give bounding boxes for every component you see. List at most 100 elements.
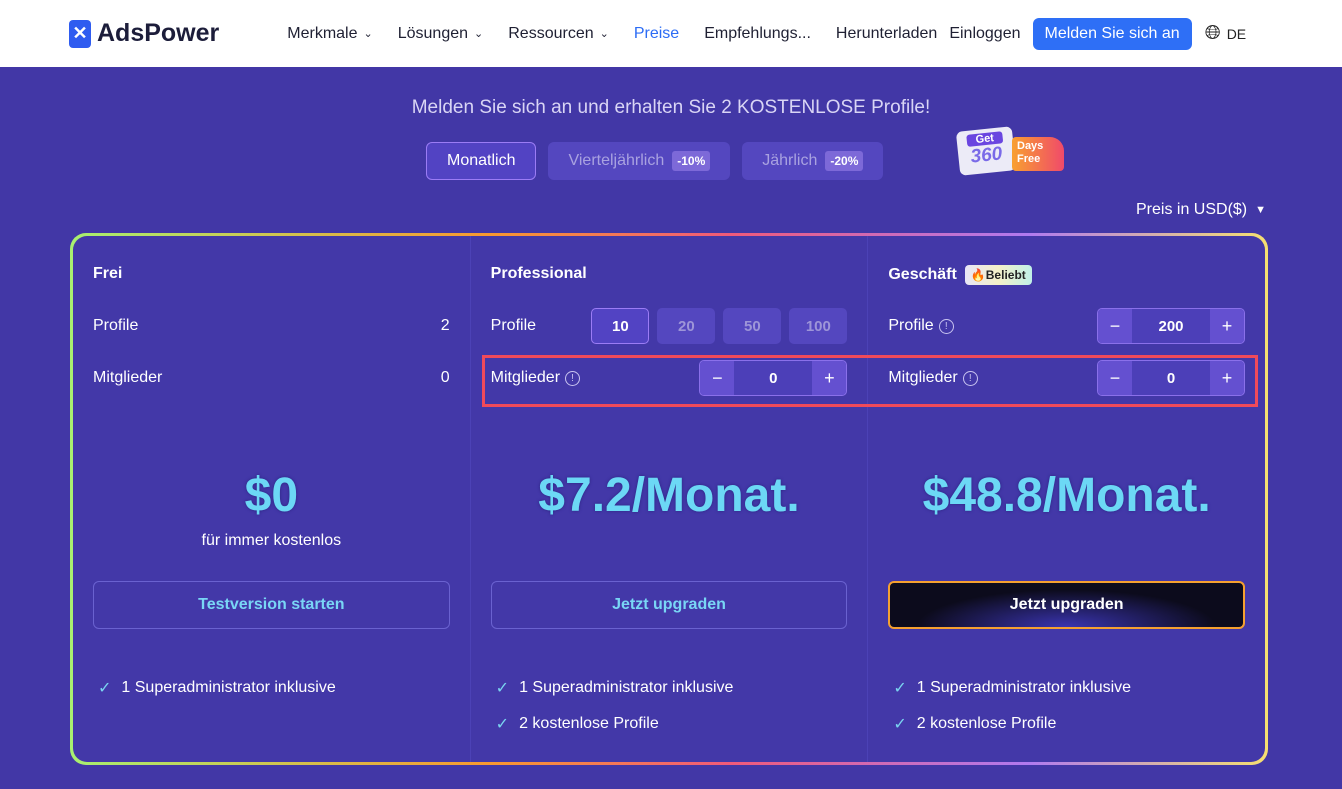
discount-badge: -20% xyxy=(825,151,864,171)
feature-text: 1 Superadministrator inklusive xyxy=(121,679,336,696)
tab-monatlich[interactable]: Monatlich xyxy=(426,142,537,180)
top-nav: ✕ AdsPower Merkmale ⌄ Lösungen ⌄ Ressourcen… xyxy=(0,0,1342,67)
promo-text: 360 xyxy=(969,143,1004,168)
members-input[interactable]: 0 xyxy=(1166,369,1176,387)
profile-option-100[interactable]: 100 xyxy=(789,308,848,344)
feature-text: 1 Superadministrator inklusive xyxy=(519,679,734,696)
feature-text: 2 kostenlose Profile xyxy=(916,715,1057,732)
brand-name: AdsPower xyxy=(97,19,220,47)
feature-item: ✓ 1 Superadministrator inklusive xyxy=(98,678,336,698)
check-icon: ✓ xyxy=(893,716,907,733)
minus-button[interactable]: − xyxy=(1098,361,1133,395)
plan-price: $48.8/Monat. xyxy=(922,469,1211,522)
chevron-down-icon: ⌄ xyxy=(363,28,373,40)
nav-label: Merkmale xyxy=(287,24,358,42)
lang-code: DE xyxy=(1226,25,1247,42)
plus-button[interactable]: + xyxy=(1210,309,1245,343)
check-icon: ✓ xyxy=(98,680,112,697)
plan-title: Geschäft 🔥Beliebt xyxy=(888,265,1032,285)
profile-option-20[interactable]: 20 xyxy=(657,308,716,344)
promo-flag: Days Free xyxy=(1012,137,1064,171)
plus-button[interactable]: + xyxy=(1210,361,1245,395)
badge-text: Beliebt xyxy=(985,268,1026,282)
nav-empfehlungs[interactable]: Empfehlungs... xyxy=(704,24,811,42)
tab-vierteljahrlich[interactable]: Vierteljährlich -10% xyxy=(548,142,731,180)
tab-label: Monatlich xyxy=(447,152,516,169)
members-stepper: − 0 + xyxy=(699,360,848,396)
plan-price: $7.2/Monat. xyxy=(538,469,800,522)
chevron-down-icon: ⌄ xyxy=(599,28,609,40)
minus-button[interactable]: − xyxy=(700,361,735,395)
profile-options: 10 20 50 100 xyxy=(591,308,848,344)
promo-text: Days xyxy=(1017,140,1044,152)
price-subtitle: für immer kostenlos xyxy=(201,532,342,549)
members-value: 0 xyxy=(440,369,450,386)
info-icon[interactable]: ! xyxy=(962,370,978,386)
caret-down-icon: ▼ xyxy=(1255,204,1267,216)
login-link[interactable]: Einloggen xyxy=(949,24,1021,42)
chevron-down-icon: ⌄ xyxy=(474,28,484,40)
plan-professional: Professional Profile 10 20 50 100 Mitgli… xyxy=(469,236,868,762)
info-icon[interactable]: ! xyxy=(938,318,954,334)
check-icon: ✓ xyxy=(495,680,510,697)
currency-selector[interactable]: Preis in USD($) ▼ xyxy=(1136,201,1266,219)
logo[interactable]: ✕ AdsPower xyxy=(69,19,219,48)
info-icon[interactable]: ! xyxy=(565,370,581,386)
minus-button[interactable]: − xyxy=(1098,309,1133,343)
nav-label: Ressourcen xyxy=(508,24,594,42)
feature-text: 1 Superadministrator inklusive xyxy=(916,679,1132,696)
pricing-card: Frei Profile 2 Mitglieder 0 $0 für immer k… xyxy=(70,233,1268,765)
feature-text: 2 kostenlose Profile xyxy=(519,715,659,732)
profiles-label: Profile xyxy=(490,317,537,334)
feature-item: ✓ 1 Superadministrator inklusive xyxy=(496,678,734,698)
members-label: Mitglieder xyxy=(888,369,958,386)
popular-badge: 🔥Beliebt xyxy=(964,265,1032,285)
plan-name: Geschäft xyxy=(888,266,957,283)
highlight-box xyxy=(482,355,1258,407)
nav-merkmale[interactable]: Merkmale ⌄ xyxy=(287,25,372,43)
plan-price: $0 xyxy=(244,469,299,522)
signup-button[interactable]: Melden Sie sich an xyxy=(1032,17,1192,50)
billing-tabs: Monatlich Vierteljährlich -10% Jährlich -2… xyxy=(426,142,884,180)
headline: Melden Sie sich an und erhalten Sie 2 KO… xyxy=(411,97,931,118)
globe-icon: 🌐︎ xyxy=(1204,22,1221,44)
upgrade-button[interactable]: Jetzt upgraden xyxy=(490,581,848,629)
calendar-icon: Get 360 xyxy=(955,126,1017,176)
promo-text: Free xyxy=(1017,153,1041,165)
language-selector[interactable]: 🌐︎ DE xyxy=(1205,22,1246,45)
nav-preise[interactable]: Preise xyxy=(633,24,680,42)
promo-360-days-badge[interactable]: Get 360 Days Free xyxy=(950,125,1065,176)
plan-frei: Frei Profile 2 Mitglieder 0 $0 für immer k… xyxy=(73,236,470,762)
members-label: Mitglieder xyxy=(93,369,163,386)
discount-badge: -10% xyxy=(672,151,711,171)
profiles-input[interactable]: 200 xyxy=(1158,317,1184,335)
check-icon: ✓ xyxy=(893,680,907,697)
feature-item: ✓ 2 kostenlose Profile xyxy=(496,714,659,734)
fire-icon: 🔥 xyxy=(970,268,986,282)
profiles-label: Profile xyxy=(93,317,139,334)
profiles-label: Profile xyxy=(888,317,934,334)
tab-label: Vierteljährlich xyxy=(568,152,665,169)
start-trial-button[interactable]: Testversion starten xyxy=(93,581,450,629)
plan-title: Professional xyxy=(490,265,587,282)
nav-label: Lösungen xyxy=(397,24,469,42)
nav-losungen[interactable]: Lösungen ⌄ xyxy=(398,25,484,43)
upgrade-button[interactable]: Jetzt upgraden xyxy=(888,581,1246,629)
feature-item: ✓ 2 kostenlose Profile xyxy=(893,714,1056,734)
check-icon: ✓ xyxy=(495,716,510,733)
nav-herunterladen[interactable]: Herunterladen xyxy=(835,24,938,42)
members-stepper: − 0 + xyxy=(1097,360,1246,396)
currency-label: Preis in USD($) xyxy=(1136,201,1248,218)
members-input[interactable]: 0 xyxy=(769,369,778,387)
tab-label: Jährlich xyxy=(762,152,818,169)
profile-option-50[interactable]: 50 xyxy=(723,308,782,344)
nav-ressourcen[interactable]: Ressourcen ⌄ xyxy=(508,25,609,43)
plan-title: Frei xyxy=(93,265,123,282)
profiles-value: 2 xyxy=(440,317,450,334)
profile-option-10[interactable]: 10 xyxy=(591,308,650,344)
feature-item: ✓ 1 Superadministrator inklusive xyxy=(893,678,1131,698)
plan-geschaft: Geschäft 🔥Beliebt Profile! − 200 + Mitglied… xyxy=(867,236,1265,762)
tab-jahrlich[interactable]: Jährlich -20% xyxy=(742,142,884,180)
plus-button[interactable]: + xyxy=(812,361,847,395)
members-label: Mitglieder xyxy=(490,369,561,386)
